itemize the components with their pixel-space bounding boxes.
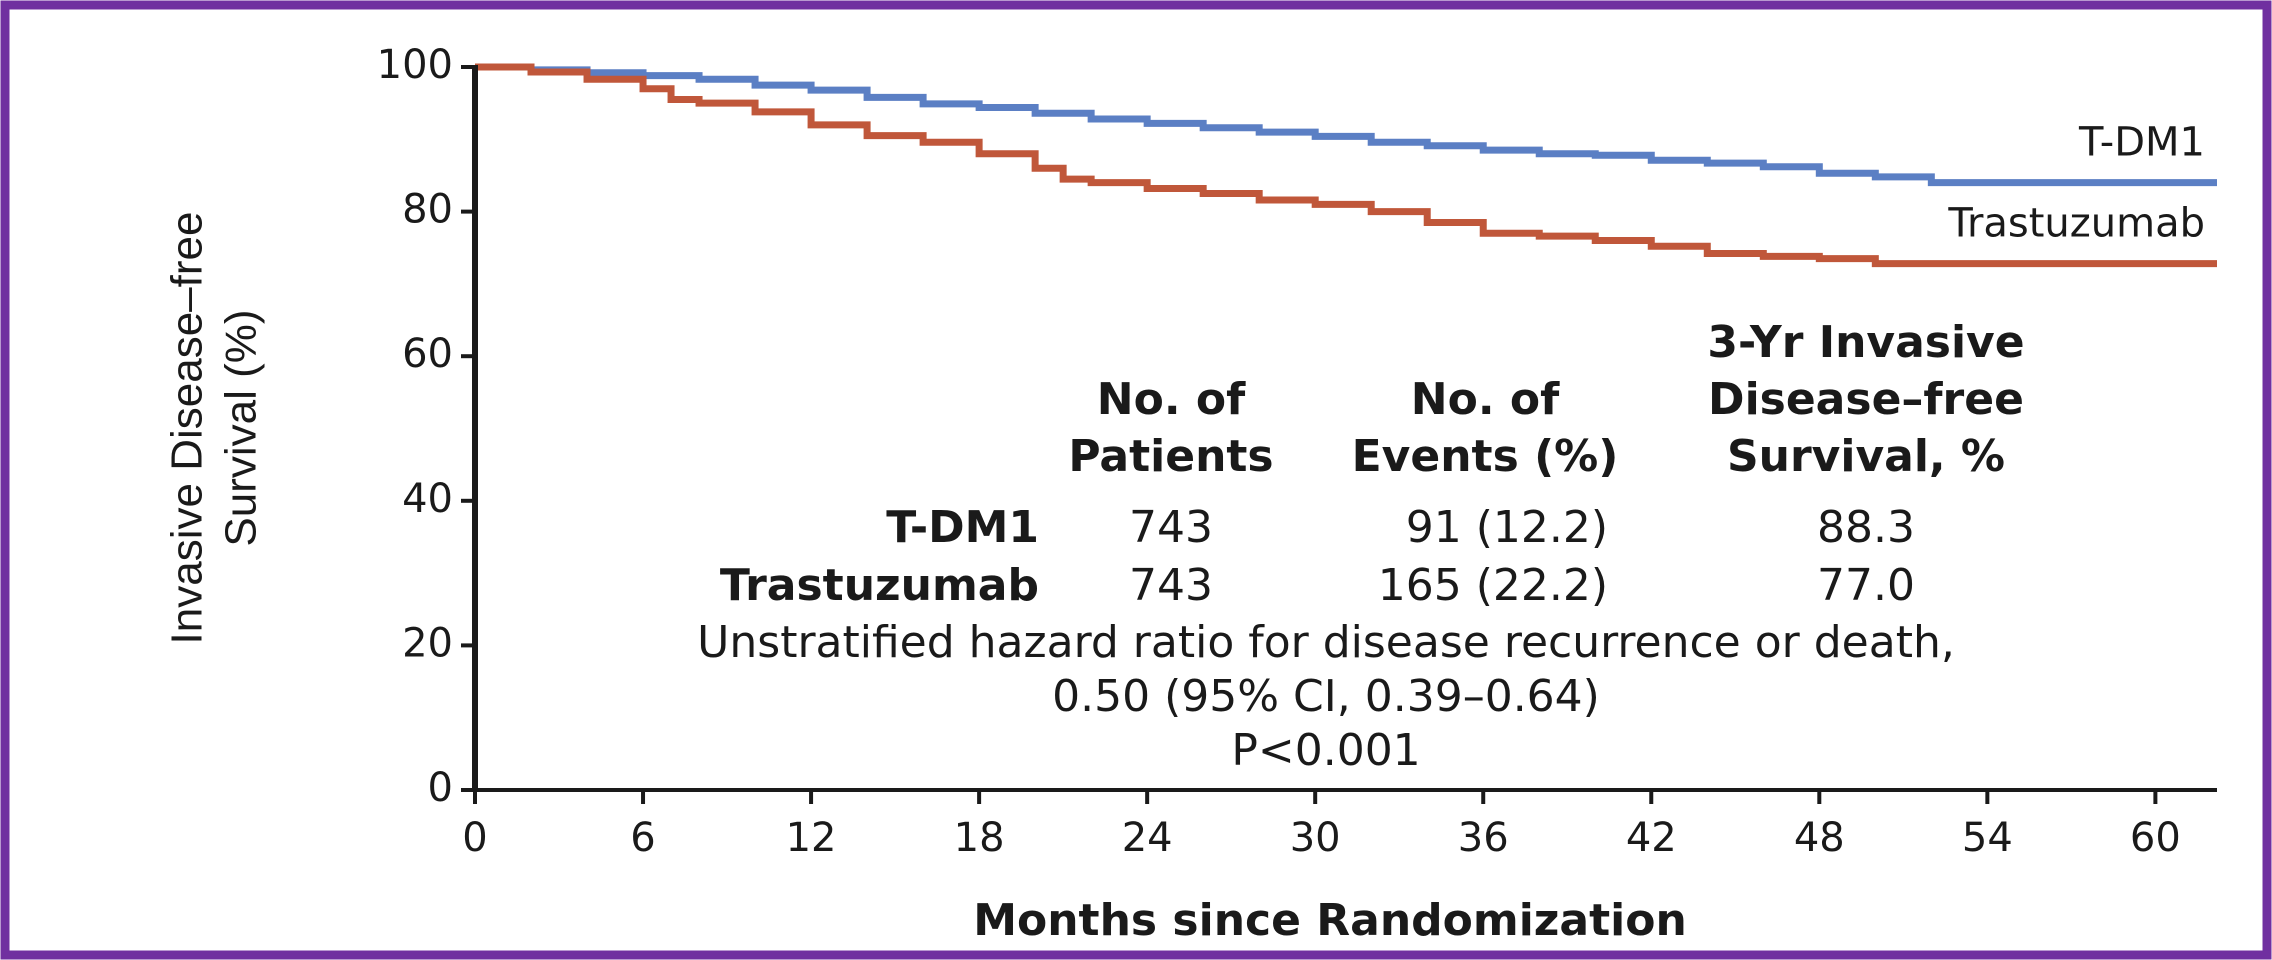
y-tick-label: 20 <box>402 620 453 666</box>
table-header: Survival, % <box>1727 431 2005 482</box>
table-header: No. of <box>1097 374 1246 425</box>
series-label: T-DM1 <box>2078 120 2205 166</box>
x-tick-label: 18 <box>954 815 1005 861</box>
y-axis-title-line: Invasive Disease–free <box>163 212 212 645</box>
x-tick-label: 60 <box>2130 815 2181 861</box>
x-tick-label: 24 <box>1122 815 1173 861</box>
row-label: Trastuzumab <box>720 560 1039 611</box>
table-cell: 743 <box>1129 560 1213 611</box>
y-tick-label: 60 <box>402 331 453 377</box>
annotation: 0.50 (95% CI, 0.39–0.64) <box>1052 671 1600 722</box>
y-tick-label: 0 <box>428 765 453 811</box>
x-tick-label: 42 <box>1626 815 1677 861</box>
table-cell: 77.0 <box>1817 560 1915 611</box>
x-tick-label: 30 <box>1290 815 1341 861</box>
table-cell: 165 (22.2) <box>1378 560 1608 611</box>
table-cell: 743 <box>1129 502 1213 553</box>
y-tick-label: 80 <box>402 187 453 233</box>
survival-curve <box>475 63 2217 187</box>
y-tick-label: 100 <box>377 42 453 88</box>
annotation: P<0.001 <box>1231 725 1420 776</box>
survival-curve <box>475 63 2217 268</box>
table-header: Patients <box>1068 431 1273 482</box>
x-tick-label: 12 <box>786 815 837 861</box>
table-header: Disease–free <box>1708 374 2024 425</box>
x-axis-title: Months since Randomization <box>973 895 1687 946</box>
table-cell: 91 (12.2) <box>1406 502 1608 553</box>
x-tick-label: 48 <box>1794 815 1845 861</box>
table-header: No. of <box>1411 374 1560 425</box>
x-tick-label: 54 <box>1962 815 2013 861</box>
x-tick-label: 6 <box>630 815 655 861</box>
y-tick-label: 40 <box>402 476 453 522</box>
series-label: Trastuzumab <box>1947 201 2205 247</box>
table-header: Events (%) <box>1352 431 1619 482</box>
table-cell: 88.3 <box>1817 502 1915 553</box>
y-axis-title: Invasive Disease–free Survival (%) <box>163 212 266 645</box>
x-tick-label: 36 <box>1458 815 1509 861</box>
x-tick-label: 0 <box>462 815 487 861</box>
table-header: 3-Yr Invasive <box>1707 317 2024 368</box>
y-axis-title-line: Survival (%) <box>217 309 266 546</box>
row-label: T-DM1 <box>886 502 1039 553</box>
annotation: Unstratified hazard ratio for disease re… <box>697 617 1955 668</box>
